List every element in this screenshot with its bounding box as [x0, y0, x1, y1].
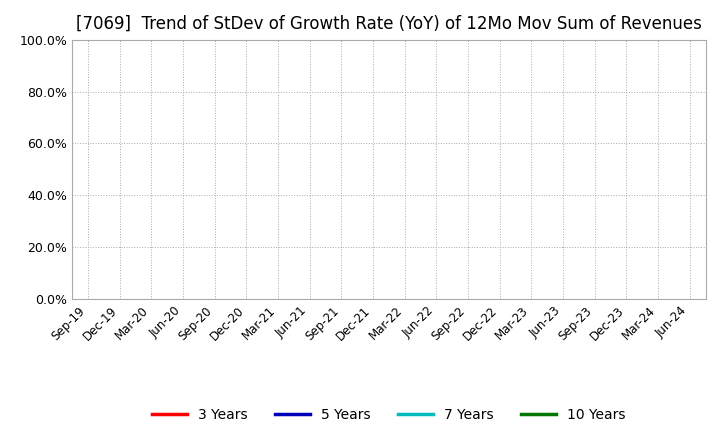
Legend: 3 Years, 5 Years, 7 Years, 10 Years: 3 Years, 5 Years, 7 Years, 10 Years [146, 402, 631, 427]
Title: [7069]  Trend of StDev of Growth Rate (YoY) of 12Mo Mov Sum of Revenues: [7069] Trend of StDev of Growth Rate (Yo… [76, 15, 702, 33]
